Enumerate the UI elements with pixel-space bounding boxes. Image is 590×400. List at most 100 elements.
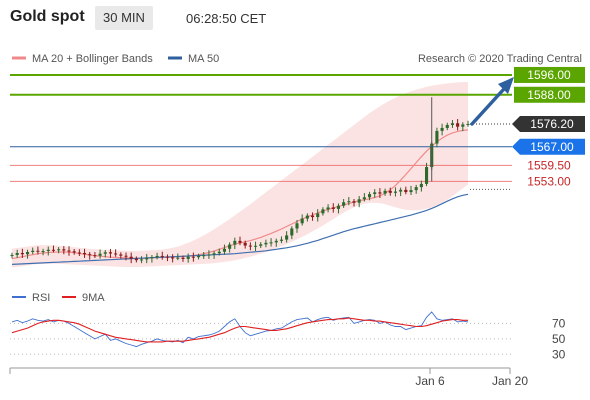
candle-body — [72, 251, 76, 253]
candle-body — [274, 240, 278, 243]
candle-body — [160, 255, 164, 257]
candle-body — [331, 207, 335, 209]
candle-body — [424, 167, 429, 184]
price-levels — [10, 73, 512, 190]
candle-body — [31, 250, 35, 252]
candle-body — [134, 258, 138, 261]
candles — [10, 97, 470, 264]
candle-body — [212, 253, 216, 255]
candle-body — [419, 183, 423, 188]
last-price-tag — [512, 115, 585, 132]
candle-body — [388, 190, 392, 193]
credit-text: Research © 2020 Trading Central — [418, 53, 582, 65]
candle-body — [450, 123, 455, 125]
candle-body — [145, 258, 149, 260]
level-tag-1 — [514, 86, 585, 103]
candle-body — [383, 190, 387, 194]
x-tick-label-1: Jan 20 — [492, 374, 528, 388]
candle-body — [248, 245, 252, 247]
candle-body — [367, 194, 372, 198]
candle-body — [279, 239, 284, 241]
candle-body — [191, 256, 195, 258]
candle-body — [409, 190, 413, 193]
timeframe-button[interactable]: 30 MIN — [95, 6, 153, 30]
candle-body — [321, 209, 325, 214]
candle-body — [352, 201, 356, 203]
candle-body — [82, 252, 87, 255]
candle-body — [20, 252, 24, 255]
bollinger-bands — [12, 81, 468, 268]
instrument-title: Gold spot — [10, 8, 85, 25]
candle-body — [15, 252, 19, 255]
candle-body — [461, 124, 465, 127]
timestamp: 06:28:50 CET — [186, 11, 267, 26]
rsi-tick-50: 50 — [552, 332, 566, 346]
level-tag-3 — [512, 138, 585, 155]
candle-body — [114, 253, 118, 255]
candle-body — [326, 207, 330, 210]
chart-header: Gold spot 30 MIN 06:28:50 CET — [0, 0, 590, 36]
candle-body — [93, 255, 97, 257]
candle-body — [57, 249, 61, 251]
candle-body — [243, 242, 247, 246]
candle-body — [414, 187, 418, 191]
candle-body — [217, 251, 221, 254]
candle-body — [46, 249, 50, 252]
ma50-line — [11, 193, 469, 265]
candle-body — [310, 215, 315, 218]
candle-body — [378, 192, 382, 194]
arrow-shaft — [470, 88, 505, 126]
last-price-label: 1576.20 — [530, 117, 574, 131]
candle-body — [259, 244, 263, 246]
candle-body — [207, 254, 211, 256]
forecast-arrow — [470, 77, 514, 126]
candle-body — [129, 256, 133, 259]
candle-body — [67, 250, 71, 252]
x-tick-label-0: Jan 6 — [415, 374, 445, 388]
candle-body — [108, 252, 113, 254]
candle-body — [362, 197, 366, 200]
candle-body — [393, 191, 398, 193]
rsi-tick-30: 30 — [552, 347, 566, 361]
candle-body — [196, 255, 201, 258]
candle-body — [445, 124, 449, 128]
x-axis: Jan 6 Jan 20 — [9, 368, 528, 388]
rsi-ma-legend-label: 9MA — [82, 292, 105, 304]
level-label-0: 1596.00 — [527, 68, 571, 82]
candle-body — [285, 235, 289, 240]
candle-body — [88, 254, 92, 256]
candle-body — [399, 189, 403, 192]
ma20-legend-label: MA 20 + Bollinger Bands — [32, 53, 153, 65]
rsi-tick-70: 70 — [552, 316, 566, 330]
candle-body — [290, 228, 294, 236]
candle-body — [336, 205, 341, 209]
arrow-head — [498, 77, 514, 94]
candle-body — [165, 256, 170, 258]
candle-body — [222, 248, 227, 252]
candle-body — [202, 255, 206, 257]
candle-body — [171, 257, 175, 259]
candle-body — [233, 240, 237, 245]
candle-body — [435, 130, 439, 144]
candle-body — [10, 254, 14, 256]
candle-body — [41, 251, 45, 253]
candle-body — [176, 257, 180, 259]
candle-body — [139, 259, 144, 261]
ma50-legend-label: MA 50 — [188, 53, 219, 65]
level-label-3: 1567.00 — [530, 140, 574, 154]
candle-body — [347, 201, 351, 203]
candle-body — [62, 249, 66, 251]
candle-body — [150, 257, 154, 259]
candle-body — [264, 242, 268, 245]
level-label-5: 1553.00 — [527, 174, 571, 188]
candle-body — [228, 244, 232, 249]
candle-body — [404, 189, 408, 193]
level-tag-0 — [514, 66, 585, 83]
candle-body — [456, 123, 460, 127]
candle-body — [119, 254, 123, 256]
candle-body — [36, 250, 40, 252]
candle-body — [181, 257, 185, 259]
candle-body — [124, 255, 128, 257]
rsi-line — [11, 311, 469, 348]
candle-body — [440, 127, 444, 131]
